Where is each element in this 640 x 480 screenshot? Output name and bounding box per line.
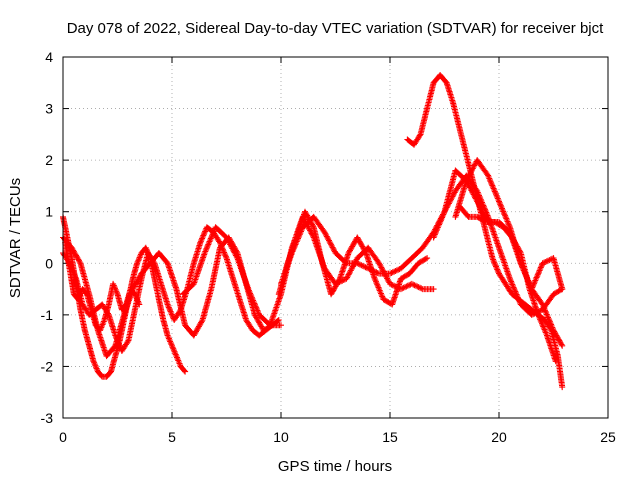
series-track-11: [456, 203, 559, 365]
series-marks: [275, 208, 431, 308]
axis-ticks: 0 5 10 15 20 25 -3 -2 -1 0 1 2 3 4: [41, 49, 616, 445]
x-tick-label: 15: [382, 429, 398, 445]
series-track-6: [275, 208, 431, 308]
y-tick-label: -1: [41, 307, 54, 323]
y-axis-label: SDTVAR / TECUs: [7, 178, 24, 298]
gridlines: [63, 57, 608, 418]
y-tick-label: 4: [45, 49, 53, 65]
x-tick-label: 20: [491, 429, 507, 445]
series-track-4: [62, 239, 143, 334]
plot-frame: [62, 56, 609, 419]
x-tick-label: 5: [168, 429, 176, 445]
x-axis-label: GPS time / hours: [278, 458, 392, 475]
series-marks: [456, 203, 559, 365]
y-tick-label: 1: [45, 204, 53, 220]
data-series: [60, 72, 566, 391]
x-tick-label: 10: [273, 429, 289, 445]
y-tick-label: 3: [45, 101, 53, 117]
series-track-8: [404, 72, 566, 391]
x-tick-label: 0: [59, 429, 67, 445]
series-track-7: [278, 172, 566, 318]
chart-title: Day 078 of 2022, Sidereal Day-to-day VTE…: [67, 20, 604, 37]
series-marks: [278, 172, 566, 318]
series-marks: [62, 239, 143, 334]
y-tick-label: 0: [45, 255, 53, 271]
y-tick-label: -2: [41, 358, 54, 374]
series-marks: [404, 72, 566, 391]
y-tick-label: 2: [45, 152, 53, 168]
y-tick-label: -3: [41, 410, 54, 426]
x-tick-label: 25: [600, 429, 616, 445]
